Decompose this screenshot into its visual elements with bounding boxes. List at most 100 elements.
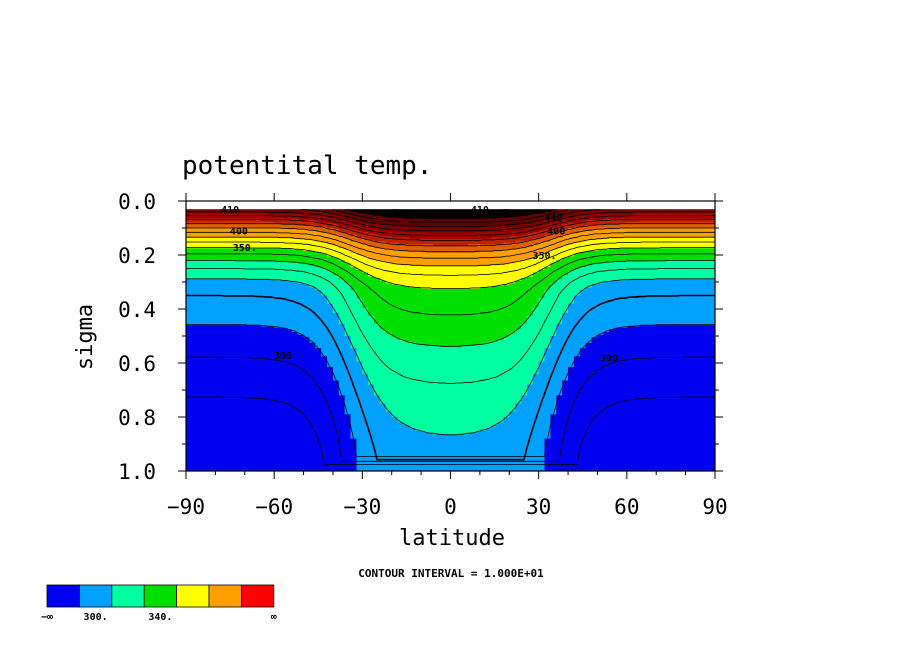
field-cell (268, 253, 275, 256)
field-cell (209, 345, 216, 348)
field-cell (285, 435, 293, 438)
field-cell (227, 217, 234, 219)
field-cell (332, 395, 340, 398)
field-cell (215, 229, 222, 232)
field-cell (197, 344, 205, 346)
field-cell (262, 306, 269, 309)
field-cell (315, 464, 322, 466)
field-cell (191, 223, 199, 226)
field-cell (262, 371, 269, 373)
field-cell (315, 344, 322, 346)
field-cell (309, 369, 316, 372)
field-cell (227, 367, 234, 369)
field-cell (197, 272, 205, 275)
field-cell (244, 273, 252, 276)
field-cell (280, 318, 287, 321)
field-cell (186, 381, 193, 384)
field-cell (327, 213, 334, 215)
field-cell (315, 384, 322, 387)
field-cell (274, 408, 281, 411)
field-cell (274, 336, 281, 338)
field-cell (186, 422, 193, 425)
field-cell (227, 361, 234, 364)
field-cell (197, 376, 205, 379)
field-cell (309, 372, 316, 375)
field-cell (297, 287, 304, 290)
field-cell (321, 365, 328, 368)
field-cell (191, 376, 199, 379)
field-cell (221, 406, 228, 408)
field-cell (309, 250, 316, 253)
field-cell (186, 264, 193, 267)
field-cell (280, 364, 287, 367)
field-cell (203, 349, 210, 352)
field-cell (227, 446, 234, 449)
field-cell (191, 272, 199, 275)
field-cell (186, 221, 193, 223)
field-cell (221, 303, 228, 306)
field-cell (285, 230, 293, 233)
field-cell (332, 310, 340, 313)
field-cell (186, 209, 193, 211)
field-cell (256, 380, 263, 383)
field-cell (291, 323, 299, 326)
field-cell (309, 245, 316, 248)
field-cell (303, 457, 310, 460)
field-cell (291, 232, 299, 234)
field-cell (221, 364, 228, 367)
field-cell (321, 276, 328, 279)
field-cell (250, 229, 257, 232)
field-cell (186, 394, 193, 396)
field-cell (280, 288, 287, 291)
field-cell (309, 230, 316, 233)
field-cell (256, 376, 263, 379)
field-cell (227, 391, 234, 394)
field-cell (191, 383, 199, 385)
field-cell (327, 260, 334, 263)
field-cell (203, 237, 210, 240)
field-cell (280, 314, 287, 317)
field-cell (209, 437, 216, 439)
field-cell (280, 218, 287, 221)
field-cell (250, 373, 257, 376)
field-cell (221, 429, 228, 431)
field-cell (203, 430, 210, 433)
field-cell (303, 248, 310, 250)
field-cell (309, 422, 316, 425)
field-cell (327, 356, 334, 358)
field-cell (268, 391, 275, 394)
field-cell (227, 313, 234, 315)
field-cell (215, 439, 222, 442)
field-cell (244, 302, 252, 304)
field-cell (315, 326, 322, 329)
field-cell (191, 406, 199, 408)
field-cell (250, 261, 257, 264)
field-cell (291, 398, 299, 400)
field-cell (197, 448, 205, 450)
field-cell (268, 234, 275, 237)
field-cell (209, 264, 216, 267)
field-cell (285, 390, 293, 392)
field-cell (215, 426, 222, 429)
field-cell (221, 248, 228, 250)
field-cell (215, 317, 222, 319)
field-cell (256, 439, 263, 442)
field-cell (321, 426, 328, 429)
field-cell (227, 267, 234, 269)
field-cell (321, 342, 328, 345)
field-cell (303, 314, 310, 317)
field-cell (250, 466, 257, 469)
field-cell (215, 457, 222, 460)
field-cell (321, 448, 328, 450)
field-cell (238, 425, 246, 427)
field-cell (303, 245, 310, 248)
field-cell (268, 364, 275, 367)
field-cell (274, 379, 281, 381)
field-cell (209, 248, 216, 250)
field-cell (285, 253, 293, 256)
field-cell (191, 326, 199, 329)
field-cell (256, 423, 263, 426)
field-cell (274, 271, 281, 273)
field-cell (315, 372, 322, 375)
field-cell (274, 468, 281, 471)
